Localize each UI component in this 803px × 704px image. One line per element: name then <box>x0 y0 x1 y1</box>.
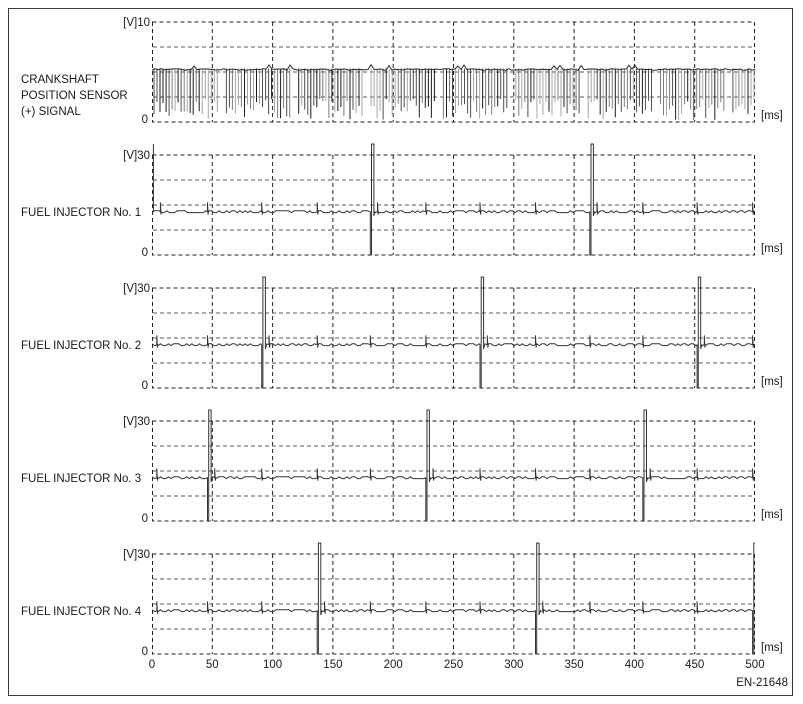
y-scale-label: [V]30 <box>123 150 150 162</box>
x-tick: 150 <box>323 659 343 671</box>
y-zero-label: 0 <box>141 114 148 126</box>
x-tick: 200 <box>383 659 403 671</box>
waveform-injector-4 <box>152 542 755 655</box>
x-tick: 0 <box>148 659 156 671</box>
waveform-injector-1 <box>152 143 755 256</box>
x-tick: 100 <box>263 659 283 671</box>
x-tick: 400 <box>624 659 644 671</box>
y-scale-label: [V]30 <box>123 549 150 561</box>
figure-border <box>8 8 793 696</box>
ms-unit-label: [ms] <box>761 642 783 654</box>
waveform-injector-3 <box>152 409 755 522</box>
panel-label-injector-3: FUEL INJECTOR No. 3 <box>21 473 142 485</box>
ms-unit-label: [ms] <box>761 509 783 521</box>
x-tick: 500 <box>745 659 765 671</box>
ms-unit-label: [ms] <box>761 376 783 388</box>
y-zero-label: 0 <box>141 646 148 658</box>
panel-label-crankshaft: CRANKSHAFT POSITION SENSOR (+) SIGNAL <box>21 74 128 118</box>
x-tick: 300 <box>504 659 524 671</box>
y-zero-label: 0 <box>141 380 148 392</box>
y-scale-label: [V]30 <box>123 416 150 428</box>
y-zero-label: 0 <box>141 247 148 259</box>
panel-label-injector-4: FUEL INJECTOR No. 4 <box>21 606 142 618</box>
panel-label-injector-2: FUEL INJECTOR No. 2 <box>21 340 142 352</box>
waveform-crankshaft <box>152 21 755 123</box>
ms-unit-label: [ms] <box>761 110 783 122</box>
y-scale-label: [V]30 <box>123 283 150 295</box>
x-tick: 50 <box>205 659 219 671</box>
x-tick: 450 <box>685 659 705 671</box>
ms-unit-label: [ms] <box>761 243 783 255</box>
figure-code: EN-21648 <box>736 677 788 689</box>
waveform-injector-2 <box>152 276 755 389</box>
y-scale-label: [V]10 <box>123 17 150 29</box>
y-zero-label: 0 <box>141 513 148 525</box>
x-tick: 250 <box>443 659 464 671</box>
panel-label-injector-1: FUEL INJECTOR No. 1 <box>21 207 142 219</box>
x-tick: 350 <box>564 659 584 671</box>
